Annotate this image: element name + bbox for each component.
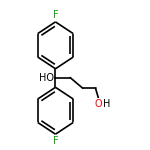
Text: O: O <box>95 99 102 109</box>
Text: F: F <box>53 10 58 20</box>
Text: F: F <box>53 136 58 146</box>
Text: HO: HO <box>39 73 54 82</box>
Text: H: H <box>103 99 111 109</box>
